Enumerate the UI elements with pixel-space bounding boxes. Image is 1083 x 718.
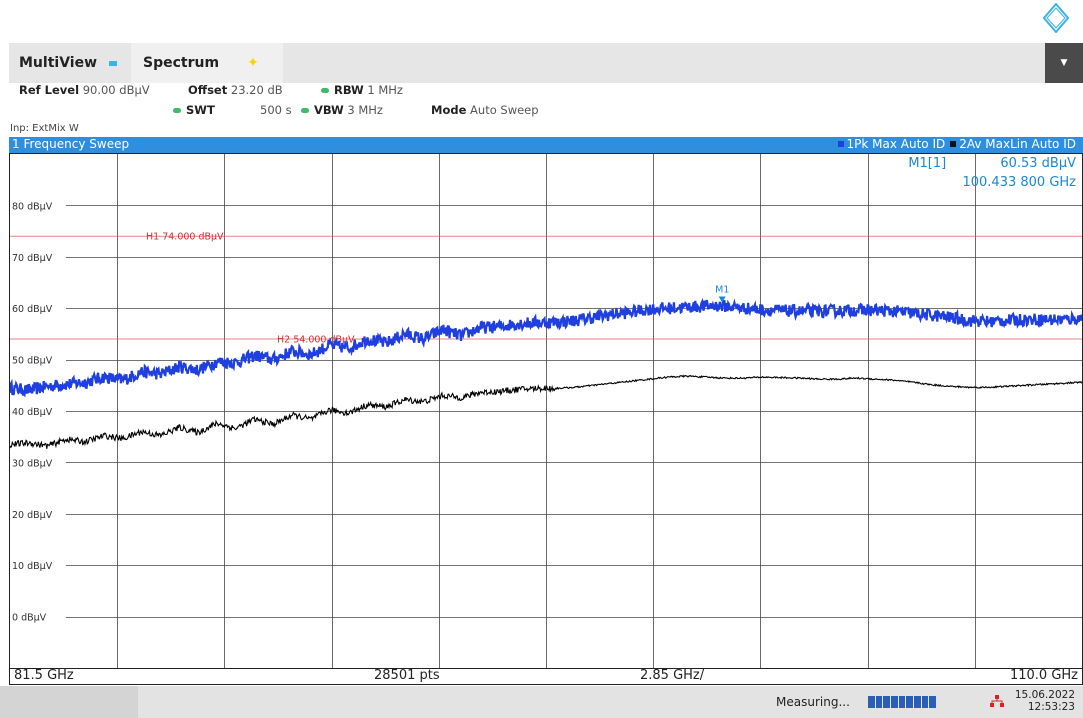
plot-grid xyxy=(10,154,1082,668)
marker-name: M1[1] xyxy=(908,156,947,171)
y-tick-label: 10 dBµV xyxy=(12,561,53,572)
limit-lines: H1 74.000 dBµV H2 54.000 dBµV xyxy=(10,232,1082,346)
y-tick-bg xyxy=(10,456,66,469)
diagram-header: 1 Frequency Sweep 1Pk Max Auto ID 2Av Ma… xyxy=(9,137,1083,153)
trace-line-1 xyxy=(10,297,1082,398)
offset-setting[interactable]: Offset 23.20 dB xyxy=(188,83,283,97)
trace1-swatch-icon xyxy=(837,141,844,147)
swt-setting[interactable]: SWT xyxy=(173,103,215,117)
trace1-label[interactable]: 1Pk Max Auto ID xyxy=(846,137,946,151)
trace-legend: 1Pk Max Auto ID 2Av MaxLin Auto ID xyxy=(837,137,1076,151)
marker-flag-label: M1 xyxy=(715,284,729,295)
chevron-down-icon: ▼ xyxy=(1060,58,1068,68)
rbw-coupled-icon xyxy=(321,88,329,93)
tab-dropdown-button[interactable]: ▼ xyxy=(1045,43,1083,83)
y-tick-bg xyxy=(10,405,66,417)
ref-level-value: 90.00 dBµV xyxy=(82,83,150,97)
input-label: Inp: ExtMix W xyxy=(10,123,79,134)
ref-level-setting[interactable]: Ref Level 90.00 dBµV xyxy=(19,83,150,97)
rbw-setting[interactable]: RBW 1 MHz xyxy=(321,83,403,97)
star-icon: ✦ xyxy=(247,55,259,71)
tab-spectrum[interactable]: Spectrum ✦ xyxy=(131,43,283,83)
mode-label: Mode xyxy=(431,103,467,117)
y-tick-bg xyxy=(10,559,66,572)
swt-label: SWT xyxy=(186,103,215,117)
tab-spectrum-label: Spectrum xyxy=(143,55,220,71)
mode-value: Auto Sweep xyxy=(470,103,539,117)
status-bar: Measuring... 15.06.2022 12:53:23 xyxy=(0,686,1083,718)
measure-progress-bar xyxy=(868,696,937,708)
swt-value-wrap: 500 s xyxy=(260,103,292,117)
frequency-axis-footer: 81.5 GHz 28501 pts 2.85 GHz/ 110.0 GHz xyxy=(9,668,1083,685)
tab-multiview[interactable]: MultiView xyxy=(9,43,131,83)
vbw-setting[interactable]: VBW 3 MHz xyxy=(301,103,383,117)
limit-label-h2: H2 54.000 dBµV xyxy=(277,335,355,346)
offset-label: Offset xyxy=(188,83,228,97)
trace2-swatch-icon xyxy=(950,141,957,147)
markers: M1 xyxy=(715,284,729,303)
y-tick-label: 0 dBµV xyxy=(12,613,47,624)
trace-line-2 xyxy=(10,374,1082,449)
start-frequency: 81.5 GHz xyxy=(14,668,74,683)
sweep-points: 28501 pts xyxy=(374,668,440,683)
marker-readout[interactable]: M1[1] 60.53 dBµV 100.433 800 GHz xyxy=(900,154,1076,210)
y-tick-label: 50 dBµV xyxy=(12,356,53,367)
time-text: 12:53:23 xyxy=(1027,701,1075,713)
y-tick-label: 30 dBµV xyxy=(12,458,53,469)
span-per-division: 2.85 GHz/ xyxy=(640,668,705,683)
marker-frequency: 100.433 800 GHz xyxy=(962,175,1076,190)
tab-bar: MultiView Spectrum ✦ ▼ xyxy=(9,43,1083,83)
date-text: 15.06.2022 xyxy=(1014,689,1075,701)
ref-level-label: Ref Level xyxy=(19,83,80,97)
y-tick-label: 40 dBµV xyxy=(12,407,53,418)
network-icon[interactable] xyxy=(990,694,1004,708)
y-tick-label: 70 dBµV xyxy=(12,253,53,264)
vbw-value: 3 MHz xyxy=(347,103,383,117)
traces xyxy=(10,297,1082,449)
y-tick-bg xyxy=(10,302,66,315)
spectrum-plot[interactable]: H1 74.000 dBµV H2 54.000 dBµV 80 dBµV 70 d… xyxy=(9,153,1083,669)
marker-level: 60.53 dBµV xyxy=(1000,156,1076,171)
stop-frequency: 110.0 GHz xyxy=(1009,668,1078,683)
y-tick-bg xyxy=(10,610,66,623)
mode-setting[interactable]: Mode Auto Sweep xyxy=(431,103,539,117)
offset-value: 23.20 dB xyxy=(230,83,283,97)
rbw-label: RBW xyxy=(334,83,364,97)
swt-value: 500 s xyxy=(260,103,292,117)
spectrum-chart: H1 74.000 dBµV H2 54.000 dBµV 80 dBµV 70 d… xyxy=(10,154,1082,668)
brand-logo-icon xyxy=(1043,3,1069,33)
y-tick-bg xyxy=(10,250,66,263)
swt-coupled-icon xyxy=(173,108,181,113)
status-mid-panel xyxy=(138,686,758,718)
y-tick-label: 80 dBµV xyxy=(12,201,53,212)
multiview-indicator-icon xyxy=(109,60,118,66)
vbw-label: VBW xyxy=(314,103,344,117)
y-tick-bg xyxy=(10,507,66,520)
trace2-label[interactable]: 2Av MaxLin Auto ID xyxy=(959,137,1076,151)
datetime: 15.06.2022 12:53:23 xyxy=(1015,689,1075,713)
marker-triangle xyxy=(718,296,726,303)
status-left-panel xyxy=(0,686,138,718)
measuring-status: Measuring... xyxy=(776,695,850,709)
y-tick-label: 60 dBµV xyxy=(12,304,53,315)
limit-label-h1: H1 74.000 dBµV xyxy=(146,232,224,243)
y-tick-bg xyxy=(10,199,66,212)
y-tick-bg xyxy=(10,353,66,366)
rbw-value: 1 MHz xyxy=(367,83,403,97)
diagram-title: 1 Frequency Sweep xyxy=(12,137,130,151)
y-axis-labels: 80 dBµV 70 dBµV 60 dBµV 50 dBµV 40 dBµV 30 dB… xyxy=(10,199,66,624)
measurement-settings: Ref Level 90.00 dBµV Offset 23.20 dB RBW… xyxy=(19,82,1079,134)
tab-multiview-label: MultiView xyxy=(19,55,98,71)
y-tick-label: 20 dBµV xyxy=(12,510,53,521)
vbw-coupled-icon xyxy=(301,108,309,113)
